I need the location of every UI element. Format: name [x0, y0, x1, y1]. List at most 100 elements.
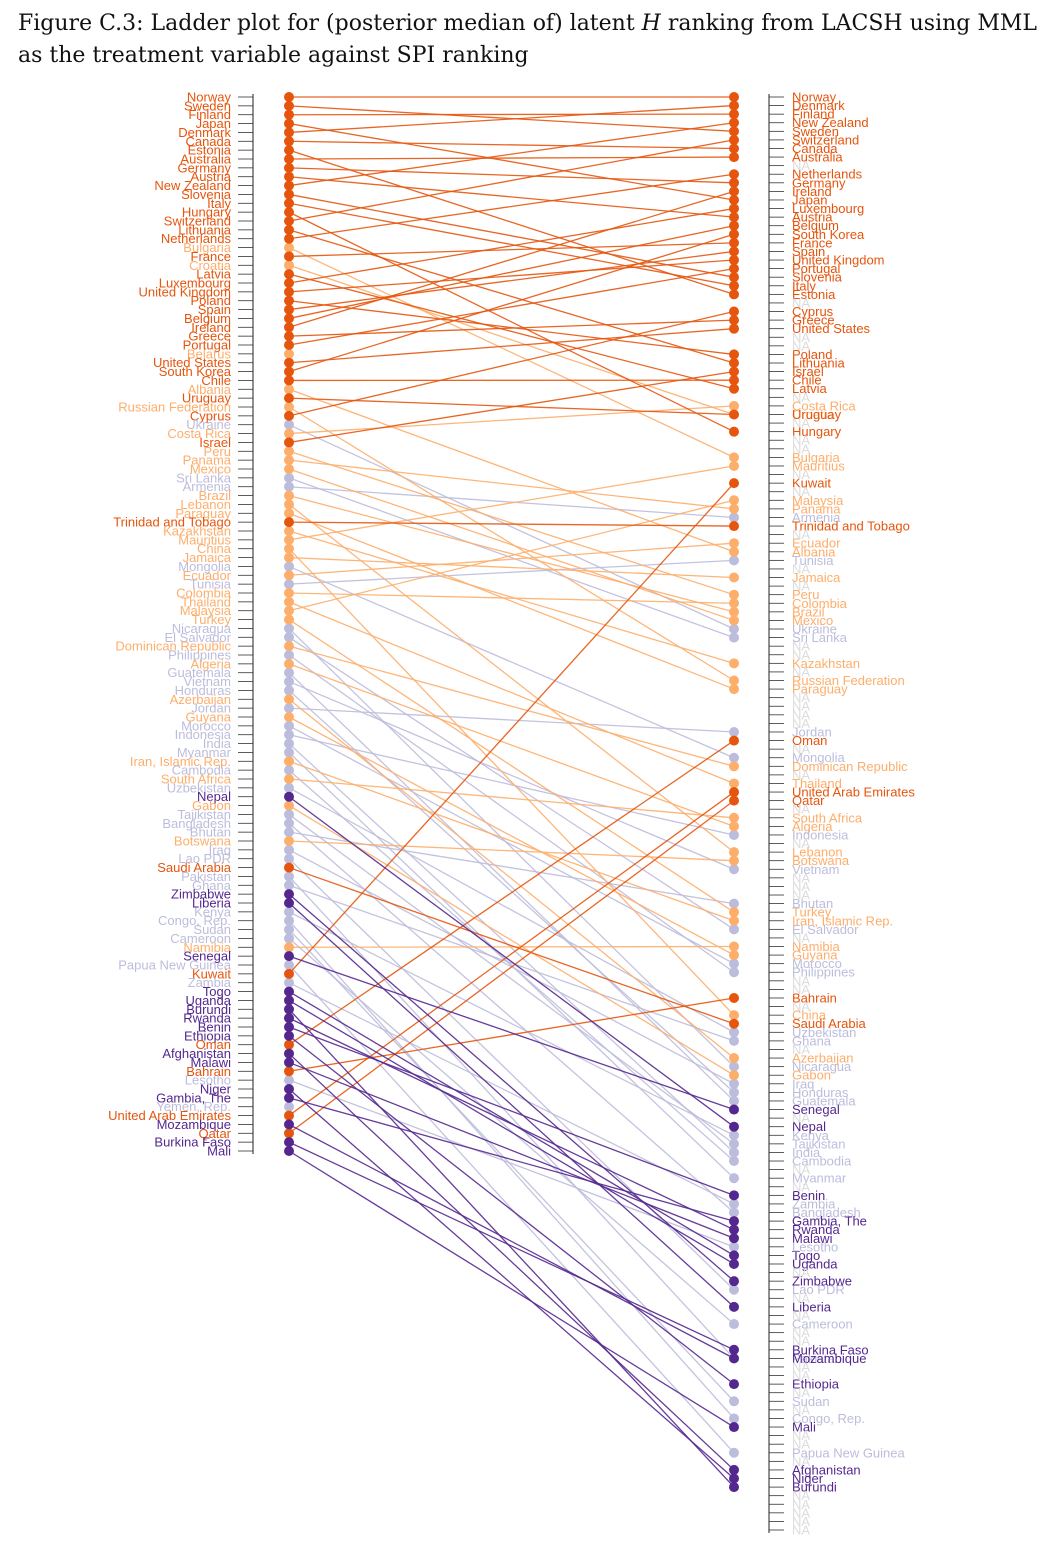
right-label-israel: Israel — [792, 364, 824, 379]
right-point-cyprus — [729, 306, 739, 317]
left-point-croatia — [284, 260, 294, 271]
left-label-panama: Panama — [183, 453, 232, 468]
left-label-morocco: Morocco — [181, 718, 231, 733]
right-label-china: China — [792, 1008, 827, 1023]
left-point-norway — [284, 92, 294, 102]
left-point-algeria — [284, 658, 294, 669]
link-denmark — [288, 104, 735, 134]
right-point-saudi-arabia — [729, 1018, 739, 1029]
right-point-estonia — [729, 289, 739, 300]
link-pakistan — [288, 875, 735, 1359]
right-point-myanmar — [729, 1173, 739, 1184]
right-point-jordan — [729, 726, 739, 737]
right-point-tunisia — [729, 555, 739, 566]
link-mozambique — [288, 1123, 735, 1359]
right-point-brazil — [729, 606, 739, 617]
left-point-japan — [284, 118, 294, 129]
link-tunisia — [288, 559, 735, 585]
left-point-yemen-rep — [284, 1101, 294, 1112]
right-na-label: NA — [792, 579, 810, 594]
right-label-philippines: Philippines — [792, 965, 855, 980]
link-tajikistan — [288, 813, 735, 1145]
left-point-uzbekistan — [284, 782, 294, 793]
left-label-algeria: Algeria — [191, 656, 232, 671]
link-mauritius — [288, 465, 735, 541]
right-label-costa-rica: Costa Rica — [792, 398, 856, 413]
link-italy — [288, 202, 735, 287]
left-label-papua-new-guinea: Papua New Guinea — [118, 958, 232, 973]
right-point-namibia — [729, 941, 739, 952]
left-point-poland — [284, 295, 294, 306]
link-ecuador — [288, 542, 735, 576]
left-point-uruguay — [284, 393, 294, 404]
right-na-label: NA — [792, 527, 810, 542]
right-point-lao-pdr — [729, 1284, 739, 1295]
right-label-guyana: Guyana — [792, 948, 838, 963]
right-label-qatar: Qatar — [792, 793, 825, 808]
right-label-bulgaria: Bulgaria — [792, 450, 840, 465]
right-label-luxembourg: Luxembourg — [792, 201, 864, 216]
right-label-armenia: Armenia — [792, 510, 841, 525]
left-label-tajikistan: Tajikistan — [178, 807, 231, 822]
right-label-kenya: Kenya — [792, 1128, 830, 1143]
right-point-indonesia — [729, 829, 739, 840]
right-label-panama: Panama — [792, 501, 841, 516]
right-point-greece — [729, 315, 739, 326]
left-label-oman: Oman — [196, 1037, 231, 1052]
left-point-trinidad-and-tobago — [284, 517, 294, 528]
right-point-mauritius — [729, 460, 739, 471]
right-label-honduras: Honduras — [792, 1085, 849, 1100]
right-label-gabon: Gabon — [792, 1068, 831, 1083]
left-label-iran-islamic-rep: Iran, Islamic Rep. — [130, 754, 231, 769]
left-label-burundi: Burundi — [186, 1002, 231, 1017]
link-oman — [288, 740, 735, 1046]
right-na-label: NA — [792, 1334, 810, 1349]
right-label-saudi-arabia: Saudi Arabia — [792, 1016, 866, 1031]
left-point-guatemala — [284, 667, 294, 678]
left-point-qatar — [284, 1128, 294, 1139]
right-label-south-africa: South Africa — [792, 810, 863, 825]
right-point-canada — [729, 143, 739, 154]
left-label-afghanistan: Afghanistan — [162, 1046, 231, 1061]
left-label-lithuania: Lithuania — [178, 222, 232, 237]
right-point-zimbabwe — [729, 1276, 739, 1287]
link-china — [288, 548, 735, 1016]
right-label-rwanda: Rwanda — [792, 1222, 840, 1237]
left-point-ukraine — [284, 419, 294, 430]
left-point-bahrain — [284, 1066, 294, 1077]
left-point-bhutan — [284, 827, 294, 838]
left-point-luxembourg — [284, 278, 294, 288]
link-armenia — [288, 486, 735, 519]
right-na-label: NA — [792, 1359, 810, 1374]
right-point-niger — [729, 1473, 739, 1484]
left-label-uganda: Uganda — [185, 993, 231, 1008]
left-point-burundi — [284, 1004, 294, 1015]
right-point-united-kingdom — [729, 255, 739, 266]
right-point-gambia-the — [729, 1216, 739, 1227]
left-label-turkey: Turkey — [192, 612, 232, 627]
left-label-albania: Albania — [188, 382, 232, 397]
left-label-burkina-faso: Burkina Faso — [154, 1135, 231, 1150]
right-point-kenya — [729, 1130, 739, 1141]
link-spain — [288, 250, 735, 311]
right-point-ghana — [729, 1035, 739, 1046]
link-brazil — [288, 494, 735, 613]
right-label-sudan: Sudan — [792, 1394, 830, 1409]
link-iran-islamic-rep — [288, 760, 735, 922]
link-jamaica — [288, 556, 735, 579]
right-na-label: NA — [792, 1497, 810, 1512]
left-point-lebanon — [284, 499, 294, 510]
right-point-new-zealand — [729, 117, 739, 128]
left-point-austria — [284, 171, 294, 182]
left-point-morocco — [284, 720, 294, 731]
right-na-label: NA — [792, 973, 810, 988]
link-mexico — [288, 468, 735, 622]
right-point-belgium — [729, 220, 739, 231]
link-gabon — [288, 805, 735, 1076]
link-russian-federation — [288, 406, 735, 682]
right-label-nicaragua: Nicaragua — [792, 1059, 852, 1074]
right-point-portugal — [729, 263, 739, 274]
link-malawi — [288, 1061, 735, 1239]
left-point-slovenia — [284, 189, 294, 200]
left-label-italy: Italy — [207, 196, 231, 211]
